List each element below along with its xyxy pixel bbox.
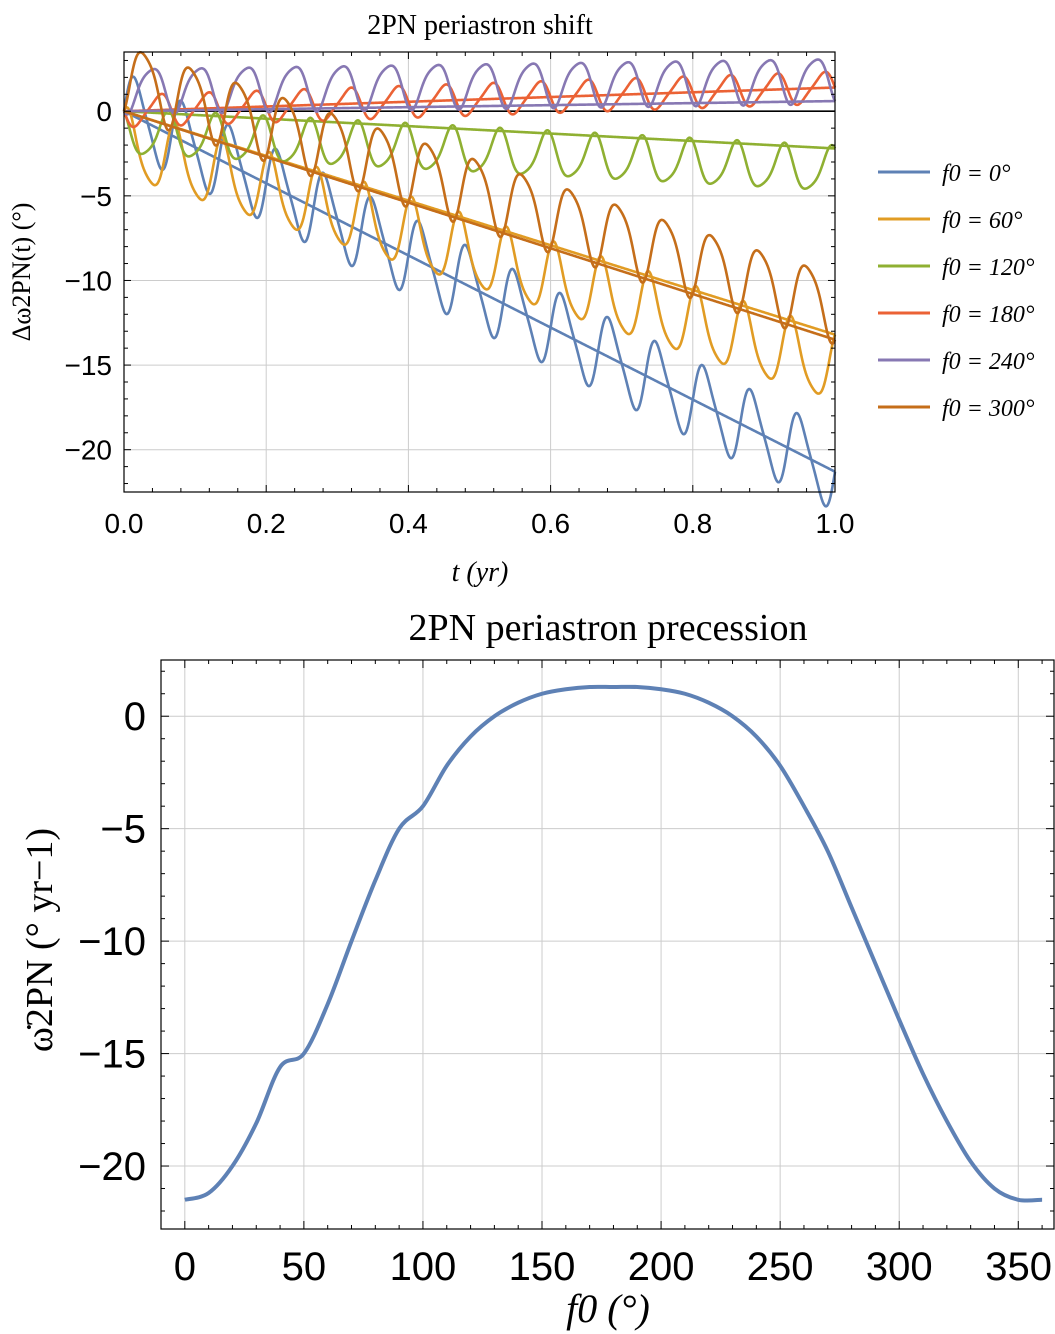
top-chart-x-axis-label: t (yr) bbox=[452, 557, 509, 588]
top-chart-legend: f0 = 0° f0 = 60° f0 = 120° f0 = 180° f0 = 24… bbox=[878, 161, 1035, 422]
top-chart-y-axis-label: Δω2PN(t) (°) bbox=[7, 203, 36, 342]
legend-label-f0-120: f0 = 120° bbox=[942, 255, 1035, 281]
top-y-tick-label: 0 bbox=[96, 96, 112, 127]
legend-label-f0-60: f0 = 60° bbox=[942, 208, 1023, 234]
top-x-tick-label: 1.0 bbox=[816, 508, 855, 539]
series-secular-f0-300 bbox=[123, 109, 836, 341]
series-oscillating-f0-180 bbox=[122, 70, 837, 129]
top-chart-series bbox=[122, 51, 837, 508]
top-chart: 2PN periastron shift 0.0 0.2 0.4 0.6 0.8 1.0 … bbox=[7, 10, 1035, 588]
legend-label-f0-240: f0 = 240° bbox=[942, 349, 1035, 375]
bottom-x-tick-label: 150 bbox=[509, 1245, 576, 1289]
top-chart-title: 2PN periastron shift bbox=[367, 10, 593, 41]
bottom-x-tick-label: 350 bbox=[985, 1245, 1052, 1289]
top-chart-ticks bbox=[123, 52, 836, 492]
bottom-series-line-0 bbox=[184, 684, 1043, 1203]
bottom-x-tick-label: 100 bbox=[390, 1245, 457, 1289]
series-oscillating-f0-60 bbox=[122, 106, 837, 395]
bottom-x-tick-label: 50 bbox=[282, 1245, 327, 1289]
top-x-tick-label: 0.2 bbox=[247, 508, 286, 539]
bottom-y-tick-label: −15 bbox=[78, 1033, 146, 1077]
bottom-x-tick-label: 200 bbox=[628, 1245, 695, 1289]
bottom-y-tick-label: −5 bbox=[100, 808, 146, 852]
bottom-chart-y-axis-label: ω̇2PN (° yr−1) bbox=[19, 828, 61, 1052]
series-oscillating-f0-240 bbox=[122, 58, 837, 116]
top-chart-y-tick-labels: 0 −5 −10 −15 −20 bbox=[65, 96, 113, 465]
legend-label-f0-180: f0 = 180° bbox=[942, 302, 1035, 328]
top-chart-frame bbox=[123, 51, 836, 493]
legend-label-f0-300: f0 = 300° bbox=[942, 396, 1035, 422]
bottom-chart-ticks bbox=[161, 660, 1054, 1229]
bottom-x-tick-label: 300 bbox=[866, 1245, 933, 1289]
bottom-y-tick-label: −10 bbox=[78, 920, 146, 964]
top-x-tick-label: 0.8 bbox=[673, 508, 712, 539]
top-x-tick-label: 0.0 bbox=[105, 508, 144, 539]
top-y-tick-label: −5 bbox=[80, 181, 112, 212]
top-y-tick-label: −10 bbox=[65, 265, 113, 296]
bottom-x-tick-label: 0 bbox=[174, 1245, 196, 1289]
bottom-chart-y-tick-labels: 0 −5 −10 −15 −20 bbox=[78, 695, 146, 1189]
bottom-chart-title: 2PN periastron precession bbox=[409, 607, 808, 649]
bottom-chart-frame bbox=[160, 659, 1055, 1230]
top-y-tick-label: −15 bbox=[65, 350, 113, 381]
bottom-chart-x-axis-label: f0 (°) bbox=[566, 1286, 650, 1331]
bottom-x-tick-label: 250 bbox=[747, 1245, 814, 1289]
top-x-tick-label: 0.4 bbox=[389, 508, 428, 539]
bottom-chart-grid bbox=[161, 660, 1054, 1229]
legend-label-f0-0: f0 = 0° bbox=[942, 161, 1011, 187]
top-chart-x-tick-labels: 0.0 0.2 0.4 0.6 0.8 1.0 bbox=[105, 508, 855, 539]
series-oscillating-f0-0 bbox=[122, 75, 837, 508]
bottom-chart-x-tick-labels: 0 50 100 150 200 250 300 350 bbox=[174, 1245, 1052, 1289]
series-oscillating-f0-300 bbox=[122, 51, 837, 345]
series-secular-f0-120 bbox=[123, 109, 836, 150]
series-secular-f0-240 bbox=[123, 99, 836, 113]
bottom-y-tick-label: −20 bbox=[78, 1145, 146, 1189]
top-x-tick-label: 0.6 bbox=[531, 508, 570, 539]
top-y-tick-label: −20 bbox=[65, 435, 113, 466]
bottom-chart: 2PN periastron precession 0 50 100 150 200 25… bbox=[19, 607, 1055, 1331]
bottom-chart-series bbox=[184, 684, 1043, 1203]
bottom-y-tick-label: 0 bbox=[124, 695, 146, 739]
